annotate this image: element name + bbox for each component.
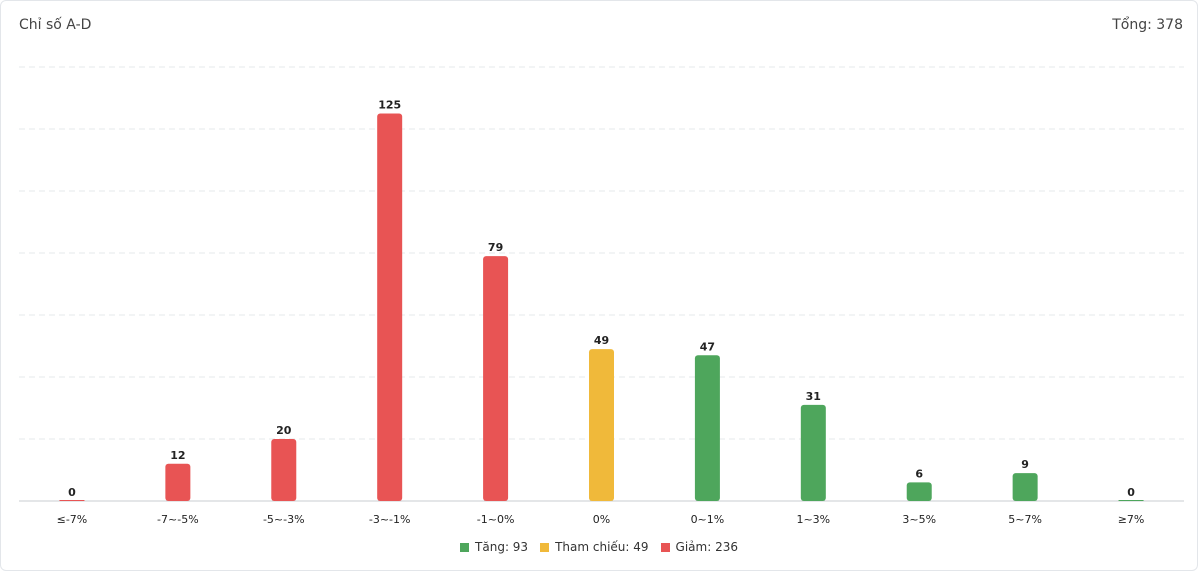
bar[interactable] <box>483 256 509 501</box>
bar-value-label: 9 <box>1021 458 1029 471</box>
legend-label-down: Giảm: 236 <box>675 540 738 554</box>
bar[interactable] <box>1012 473 1038 501</box>
bar-value-label: 0 <box>68 486 76 499</box>
bar-value-label: 125 <box>378 99 401 112</box>
bar[interactable] <box>906 482 932 501</box>
x-tick-label: 1~3% <box>796 513 830 526</box>
x-tick-label: -3~-1% <box>369 513 411 526</box>
x-tick-label: -1~0% <box>477 513 515 526</box>
chart-title: Chỉ số A-D <box>19 17 92 33</box>
x-tick-label: 0% <box>593 513 610 526</box>
x-tick-label: ≤-7% <box>57 513 88 526</box>
bar[interactable] <box>165 463 191 501</box>
x-tick-label: 3~5% <box>902 513 936 526</box>
legend-item-up[interactable]: Tăng: 93 <box>460 540 528 554</box>
bar-value-label: 6 <box>915 467 923 480</box>
legend-swatch-down <box>660 542 670 552</box>
x-tick-label: 5~7% <box>1008 513 1042 526</box>
legend-label-up: Tăng: 93 <box>475 540 529 554</box>
bar-value-label: 20 <box>276 424 292 437</box>
bar[interactable] <box>694 355 720 501</box>
bar[interactable] <box>1118 500 1144 501</box>
bar[interactable] <box>589 349 614 501</box>
bar-value-label: 31 <box>806 390 821 403</box>
legend-item-ref[interactable]: Tham chiếu: 49 <box>540 540 649 554</box>
bar-value-label: 49 <box>594 334 609 347</box>
total-count: Tổng: 378 <box>1112 17 1183 33</box>
x-tick-label: -7~-5% <box>157 513 199 526</box>
bar[interactable] <box>271 439 297 501</box>
bar[interactable] <box>377 113 403 502</box>
bar-value-label: 12 <box>170 449 185 462</box>
bar-value-label: 79 <box>488 241 503 254</box>
chart-legend: Tăng: 93 Tham chiếu: 49 Giảm: 236 <box>1 540 1197 554</box>
x-tick-label: -5~-3% <box>263 513 305 526</box>
bar[interactable] <box>59 500 85 501</box>
legend-label-ref: Tham chiếu: 49 <box>555 540 649 554</box>
legend-item-down[interactable]: Giảm: 236 <box>660 540 738 554</box>
legend-swatch-ref <box>540 542 550 552</box>
bar-value-label: 47 <box>700 340 715 353</box>
legend-swatch-up <box>460 542 470 552</box>
bar-value-label: 0 <box>1127 486 1135 499</box>
x-tick-label: ≥7% <box>1118 513 1145 526</box>
bar[interactable] <box>800 404 826 501</box>
x-tick-label: 0~1% <box>691 513 725 526</box>
